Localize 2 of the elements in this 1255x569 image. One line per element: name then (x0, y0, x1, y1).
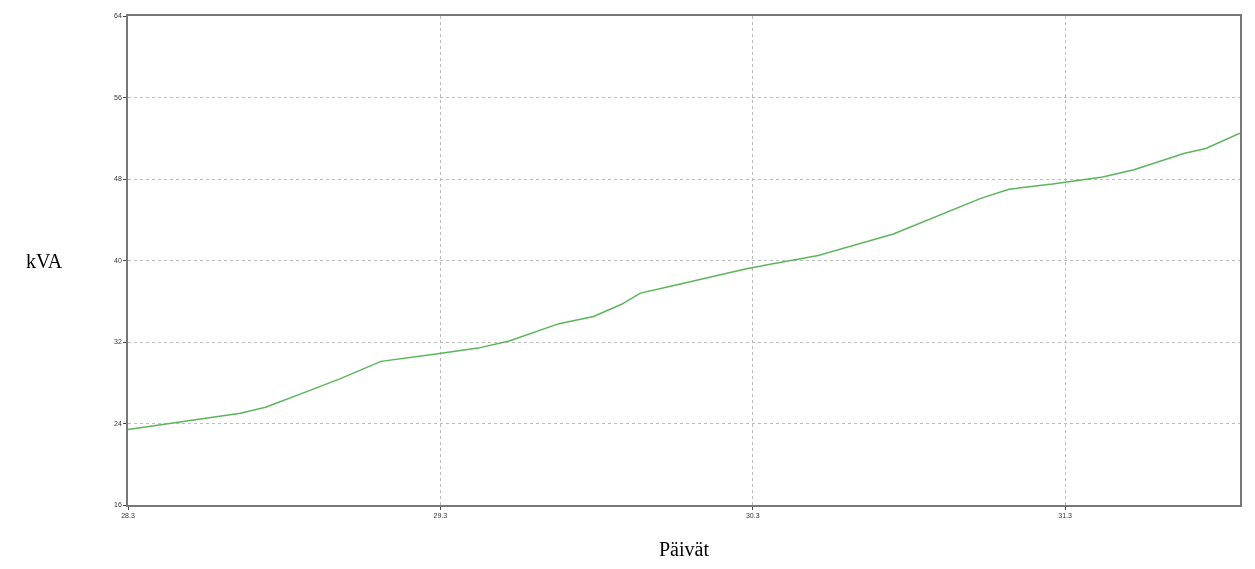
y-axis-title: kVA (26, 250, 63, 272)
x-axis-title: Päivät (659, 538, 710, 561)
